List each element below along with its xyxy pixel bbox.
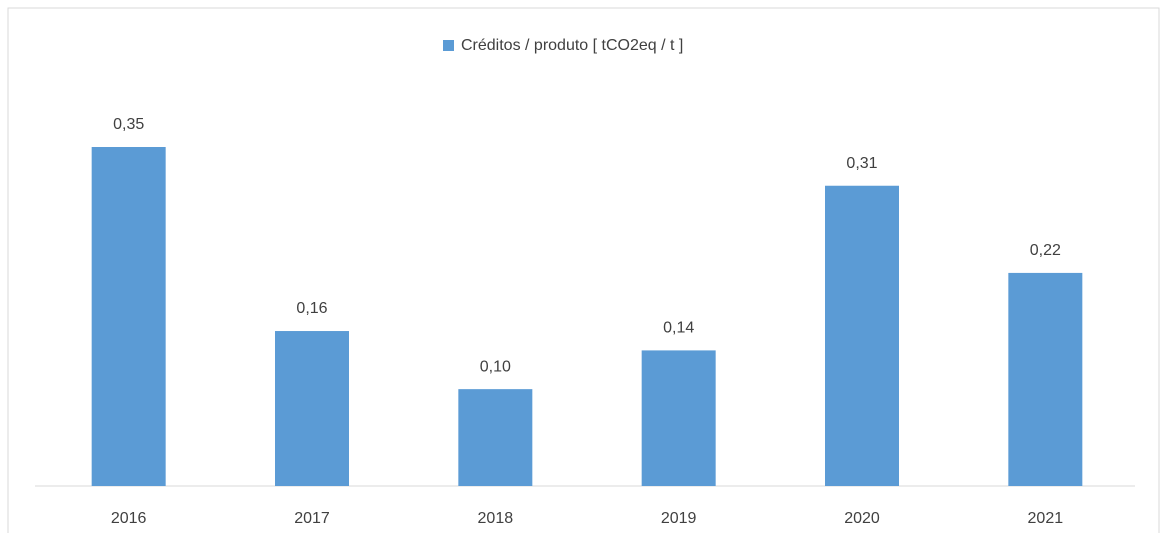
x-tick-label: 2019 [661, 510, 697, 527]
x-tick-label: 2020 [844, 510, 880, 527]
bar [458, 389, 533, 486]
x-tick-label: 2018 [478, 510, 514, 527]
bar [641, 350, 716, 486]
data-label: 0,31 [846, 155, 877, 172]
bar [1008, 272, 1083, 486]
bar [275, 331, 349, 486]
legend-key [443, 40, 454, 51]
bar [825, 185, 899, 486]
x-tick-label: 2021 [1028, 510, 1064, 527]
bar [91, 147, 166, 486]
x-tick-label: 2017 [294, 510, 330, 527]
legend-label: Créditos / produto [ tCO2eq / t ] [461, 37, 683, 54]
data-label: 0,14 [663, 320, 694, 337]
chart-frame [7, 7, 1160, 533]
data-label: 0,35 [113, 116, 144, 133]
data-label: 0,16 [296, 300, 327, 317]
x-tick-label: 2016 [111, 510, 147, 527]
data-label: 0,10 [480, 358, 511, 375]
data-label: 0,22 [1030, 242, 1061, 259]
